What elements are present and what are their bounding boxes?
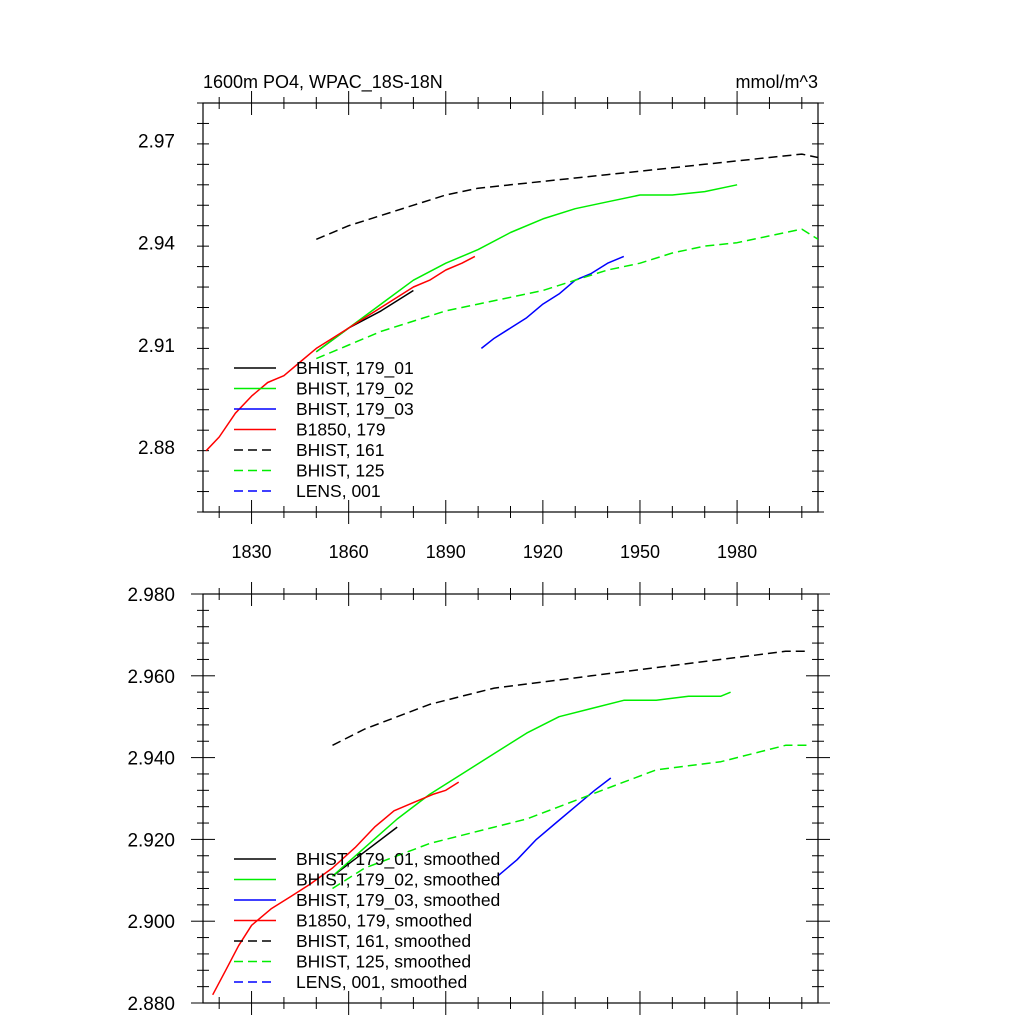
- legend-label: LENS, 001, smoothed: [296, 972, 467, 992]
- series-line-bhist-161: [316, 153, 818, 240]
- series-line-bhist-125: [316, 228, 818, 360]
- x-tick-label: 1860: [329, 542, 369, 562]
- legend-label: BHIST, 179_03: [296, 399, 414, 420]
- y-tick-label: 2.960: [127, 667, 175, 688]
- y-tick-label: 2.880: [127, 994, 175, 1015]
- y-tick-label: 2.91: [138, 336, 175, 357]
- x-tick-label: 1920: [523, 542, 563, 562]
- y-tick-label: 2.940: [127, 749, 175, 770]
- series-line-bhist-179-03: [480, 255, 625, 349]
- series-line-bhist-161-smoothed: [332, 650, 809, 746]
- series-group: [205, 153, 818, 452]
- series-group: [212, 650, 809, 996]
- chart-panel-2: 2.880 2.900 2.920 2.940 2.960 2.980 BHIST, 179…: [127, 582, 830, 1015]
- series-line-bhist-179-02-smoothed: [332, 691, 731, 877]
- x-tick-label: 1950: [620, 542, 660, 562]
- legend-label: BHIST, 179_02: [296, 379, 414, 400]
- y-tick-label: 2.97: [138, 131, 175, 152]
- legend-label: BHIST, 161: [296, 440, 385, 460]
- x-tick-label: 1890: [426, 542, 466, 562]
- x-tick-label: 1980: [717, 542, 757, 562]
- y-tick-label: 2.920: [127, 830, 175, 851]
- chart-title: 1600m PO4, WPAC_18S-18N: [203, 72, 443, 93]
- legend-label: BHIST, 161, smoothed: [296, 931, 471, 951]
- series-line-bhist-125-smoothed: [332, 744, 809, 890]
- series-line-bhist-179-02: [315, 184, 738, 353]
- legend-label: BHIST, 179_01, smoothed: [296, 849, 500, 870]
- x-tick-label: 1830: [232, 542, 272, 562]
- series-line-bhist-179-01: [315, 289, 414, 353]
- series-line-b1850-179-smoothed: [212, 781, 460, 996]
- y-tick-label: 2.980: [127, 585, 175, 606]
- units-label: mmol/m^3: [736, 72, 818, 92]
- series-line-b1850-179: [205, 255, 476, 452]
- y-tick-label: 2.900: [127, 912, 175, 933]
- legend-label: B1850, 179, smoothed: [296, 911, 472, 931]
- y-tick-label: 2.88: [138, 438, 175, 459]
- legend-label: BHIST, 179_01: [296, 358, 414, 379]
- legend-label: B1850, 179: [296, 420, 386, 440]
- y-tick-label: 2.94: [138, 234, 175, 255]
- legend-label: LENS, 001: [296, 481, 381, 501]
- legend-label: BHIST, 125: [296, 461, 385, 481]
- legend-label: BHIST, 125, smoothed: [296, 952, 471, 972]
- legend-label: BHIST, 179_03, smoothed: [296, 890, 500, 911]
- series-line-bhist-179-01-smoothed: [332, 826, 398, 877]
- legend-label: BHIST, 179_02, smoothed: [296, 870, 500, 891]
- series-line-bhist-179-03-smoothed: [497, 777, 612, 877]
- chart-panel-1: 1600m PO4, WPAC_18S-18N mmol/m^3 1830 1860 1…: [138, 72, 824, 562]
